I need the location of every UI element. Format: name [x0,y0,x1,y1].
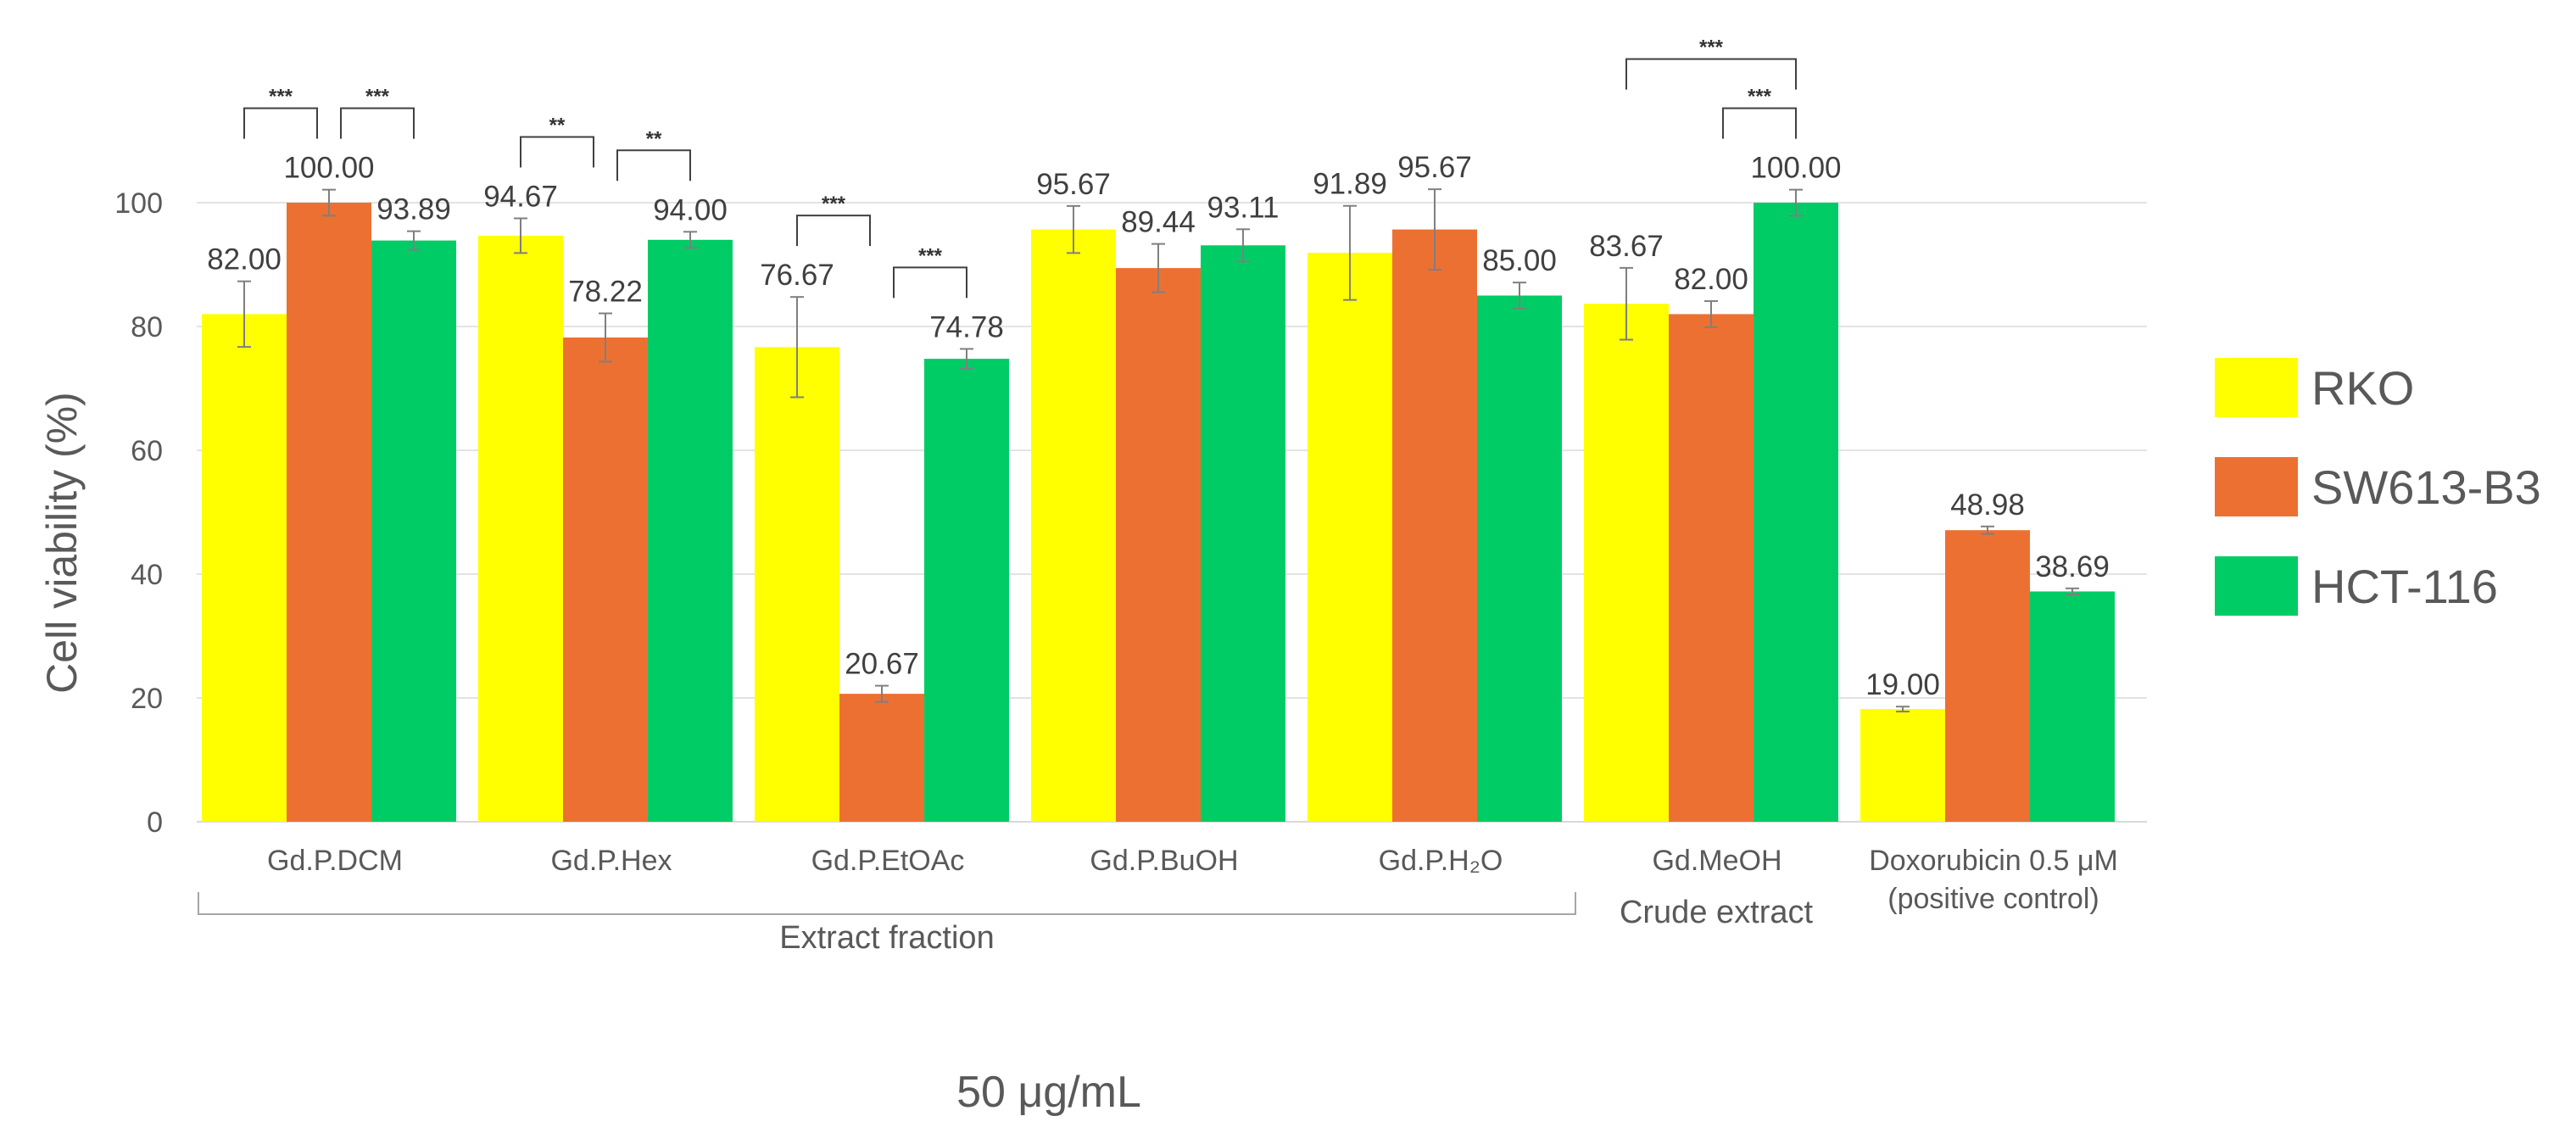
error-bars [237,188,2079,713]
bars [202,203,2115,823]
significance-bracket [616,149,691,181]
group-label: Extract fraction [779,920,994,956]
category-label: Gd.P.DCM [267,845,403,877]
x-axis-caption: 50 μg/mL [956,1068,1141,1117]
significance-bracket [1722,107,1797,139]
group-label: Crude extract [1620,895,1814,930]
bar-hct-116-2 [924,359,1009,823]
group-bracket [198,892,1576,915]
legend-label: SW613-B3 [2311,460,2541,514]
significance-marker: *** [365,86,390,109]
legend-swatch-rko [2215,358,2298,417]
bar-sw613-b3-1 [563,337,648,822]
category-label: Gd.P.EtOAc [811,845,965,877]
x-axis: Gd.P.DCM Gd.P.Hex Gd.P.EtOAc Gd.P.BuOH Gd.P.… [198,845,2118,956]
significance-marker: *** [918,244,943,267]
data-label: 19.00 [1865,668,1940,701]
legend-label: RKO [2311,361,2414,415]
y-axis-title: Cell viability (%) [38,392,86,694]
category-label: (positive control) [1887,883,2099,915]
bar-sw613-b3-3 [1116,268,1201,822]
significance-bracket [893,266,967,299]
data-label: 100.00 [283,152,374,185]
data-label: 93.89 [376,193,451,226]
y-tick-label: 40 [131,559,163,591]
data-label: 82.00 [1674,263,1748,296]
data-label: 83.67 [1589,230,1664,263]
category-label: Gd.P.Hex [550,845,672,877]
legend-swatch-hct-116 [2215,556,2298,616]
significance-marker: ** [549,114,566,137]
y-tick-label: 20 [131,683,163,715]
significance-bracket [1625,58,1797,90]
bar-rko-5 [1584,304,1669,823]
data-label: 85.00 [1482,244,1557,277]
bar-hct-116-6 [2030,591,2115,822]
data-label: 95.67 [1397,151,1472,184]
data-label: 20.67 [845,648,919,681]
legend-swatch-sw613-b3 [2215,457,2298,516]
y-tick-label: 0 [147,806,163,839]
significance-marker: *** [1699,36,1724,59]
bar-rko-4 [1308,253,1392,822]
legend: RKO SW613-B3 HCT-116 [2215,358,2541,616]
significance-marker: *** [822,193,846,215]
data-label: 94.67 [483,180,558,213]
category-label: Doxorubicin 0.5 μM [1869,845,2118,877]
significance-marker: ** [646,127,662,150]
data-label: 89.44 [1121,206,1196,239]
data-label: 82.00 [207,243,282,276]
category-label: Gd.P.BuOH [1090,845,1238,877]
y-tick-label: 80 [131,311,163,343]
y-tick-label: 100 [114,187,163,220]
data-label: 91.89 [1313,168,1387,201]
bar-hct-116-4 [1477,295,1562,822]
bar-rko-6 [1860,709,1945,822]
bar-sw613-b3-0 [287,203,371,822]
bar-hct-116-5 [1754,203,1838,822]
data-label: 74.78 [929,310,1004,343]
significance-brackets: *** ******************* [243,36,1797,299]
bar-rko-3 [1031,229,1116,822]
bar-rko-2 [755,347,839,823]
bar-hct-116-1 [648,239,733,822]
category-label: Gd.MeOH [1652,845,1781,877]
significance-bracket [520,136,594,168]
significance-marker: *** [1748,86,1772,109]
bar-hct-116-0 [371,240,456,822]
significance-marker: *** [269,86,293,109]
bar-rko-1 [478,235,563,822]
data-label: 48.98 [1950,488,2025,522]
significance-bracket [796,215,871,247]
bar-sw613-b3-6 [1945,530,2030,822]
data-label: 78.22 [568,276,643,309]
data-label: 95.67 [1036,168,1111,201]
data-label: 76.67 [760,259,834,292]
bar-rko-0 [202,314,287,822]
significance-bracket [340,107,415,139]
category-label: Gd.P.H₂O [1379,845,1503,877]
bar-sw613-b3-2 [839,694,924,822]
legend-label: HCT-116 [2311,560,2498,613]
data-label: 100.00 [1750,152,1841,185]
data-labels: 82.00 94.67 76.67 95.67 91.89 83.67 19.00 100.0… [207,151,2110,701]
y-tick-label: 60 [131,435,163,467]
data-label: 94.00 [653,193,728,226]
bar-sw613-b3-4 [1392,229,1477,822]
data-label: 38.69 [2035,550,2110,583]
bar-hct-116-3 [1201,245,1285,822]
bar-sw613-b3-5 [1669,314,1754,822]
significance-bracket [243,107,318,139]
data-label: 93.11 [1207,191,1280,224]
